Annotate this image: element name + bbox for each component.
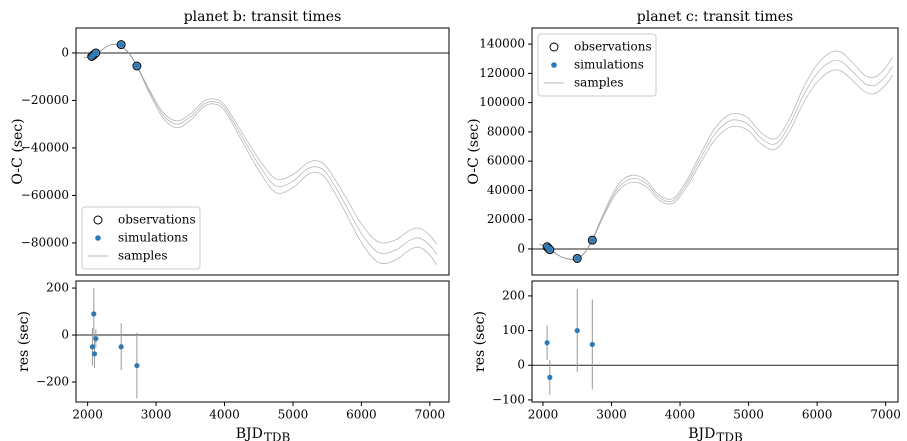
residual-point [118,344,124,350]
legend-label: simulations [574,58,644,72]
y-tick-label: 0 [517,241,525,255]
x-tick-label: 3000 [141,408,172,422]
axes-frame [531,27,899,276]
y-axis-label: O-C (sec) [10,118,26,184]
simulation-marker [118,41,124,48]
y-tick-label: −100 [492,392,525,406]
y-tick-label: 200 [502,288,525,302]
y-tick-label: 200 [46,281,69,295]
residual-point [544,340,550,346]
x-tick-label: 5000 [278,408,309,422]
y-tick-label: 100000 [479,95,525,109]
panel: planet b: transit times O-C (sec) 0 −20000 −… [10,9,450,276]
simulation-marker [589,237,596,243]
residual-point [134,362,140,369]
legend-label: samples [118,249,167,263]
x-tick-label: 3000 [596,408,627,422]
residual-point [89,344,96,350]
y-tick-label: 20000 [487,212,525,226]
legend-label: samples [574,76,623,90]
x-tick-label: 6000 [802,408,833,422]
simulation-marker [574,255,581,262]
y-tick-label: 40000 [487,183,525,197]
legend-label: simulations [118,231,188,245]
x-tick-label: 5000 [733,408,764,422]
legend-box [537,33,657,97]
residual-point [589,341,595,348]
residual-point [91,351,98,357]
y-axis-label: O-C (sec) [466,118,482,184]
x-tick-label: 7000 [870,408,901,422]
plot-area [532,288,898,395]
legend: observations simulations samples [81,206,201,270]
y-tick-label: 0 [61,45,69,59]
axes-frame [531,280,899,403]
x-tick-label: 4000 [209,408,240,422]
y-tick-label: −20000 [21,93,69,107]
panel-title: planet c: transit times [637,9,793,25]
y-tick-label: 140000 [479,37,525,51]
x-tick-label: 2000 [72,408,103,422]
x-tick-label: 7000 [415,408,446,422]
y-axis-label: res (sec) [472,311,488,372]
x-axis-label: BJD [236,426,263,441]
y-tick-label: −60000 [21,188,69,202]
simulation-marker [547,246,553,253]
y-tick-label: −200 [36,375,69,389]
y-tick-label: 60000 [487,154,525,168]
residual-point [547,374,553,380]
legend-marker [93,215,103,225]
residual-point [91,311,97,317]
panel-title: planet b: transit times [184,9,342,25]
legend-marker [551,62,557,68]
plot-area [76,288,449,399]
y-tick-label: 120000 [479,66,525,80]
x-tick-label: 6000 [346,408,377,422]
x-tick-label: 4000 [665,408,696,422]
x-axis-label: BJD [688,426,715,441]
y-axis-label: res (sec) [16,311,32,372]
sample-line [539,69,893,260]
sample-line [84,43,438,266]
legend-label: observations [118,213,196,227]
x-axis-label-sub: TDB [264,431,291,441]
y-tick-label: −40000 [21,140,69,154]
legend: observations simulations samples [537,33,657,97]
y-tick-label: 0 [61,328,69,342]
residual-point [93,335,99,342]
panel: planet c: transit times O-C (sec) 0 20000 40… [466,9,899,276]
axes-frame [75,280,450,403]
residual-point [574,327,580,334]
plot-area [532,50,898,263]
y-tick-label: 80000 [487,124,525,138]
simulation-marker [134,63,140,69]
simulation-marker [93,50,99,56]
legend-label: observations [574,40,652,54]
y-tick-label: 0 [517,358,525,372]
y-tick-label: 100 [502,323,525,337]
plot-area [76,40,449,266]
x-tick-label: 2000 [528,408,559,422]
y-tick-label: −80000 [21,235,69,249]
legend-marker [549,42,559,52]
legend-marker [95,235,101,241]
x-axis-label-sub: TDB [716,431,743,441]
legend-box [81,206,201,270]
axes-frame [75,27,450,276]
